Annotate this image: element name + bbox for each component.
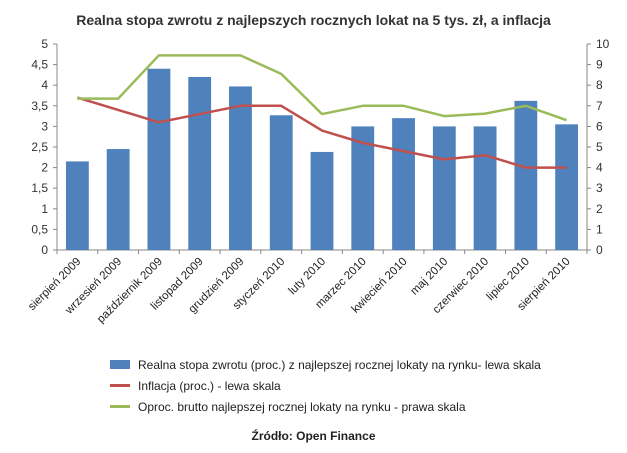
bar — [106, 149, 130, 250]
source-note: Źródło: Open Finance — [251, 429, 376, 443]
y-right-tick-label: 8 — [596, 78, 603, 92]
bar — [188, 76, 212, 251]
y-right-tick-label: 6 — [596, 119, 603, 133]
legend-swatch-deposit-rate — [110, 405, 130, 408]
y-right-tick-label: 9 — [596, 58, 603, 72]
legend-item-deposit-rate: Oproc. brutto najlepszej rocznej lokaty … — [110, 396, 610, 417]
bar — [392, 118, 415, 250]
y-left-tick-label: 2 — [41, 161, 48, 175]
legend-label-bar: Realna stopa zwrotu (proc.) z najlepszej… — [138, 357, 541, 372]
x-tick-label: maj 2010 — [408, 256, 450, 298]
bar — [310, 151, 334, 250]
chart-plot: 00,511,522,533,544,55012345678910sierpie… — [26, 37, 610, 326]
y-left-tick-label: 1,5 — [31, 181, 48, 195]
y-right-tick-label: 7 — [596, 99, 603, 113]
bar — [229, 86, 252, 250]
legend-swatch-bar — [110, 360, 130, 369]
legend-swatch-inflation — [110, 384, 130, 387]
y-left-tick-label: 3,5 — [31, 99, 48, 113]
bar — [147, 68, 171, 250]
series-line-inflation — [77, 96, 567, 169]
bar — [514, 100, 538, 250]
y-left-tick-label: 2,5 — [31, 140, 48, 154]
y-right-tick-label: 5 — [596, 140, 603, 154]
y-left-tick-label: 0 — [41, 243, 48, 257]
bar — [351, 126, 375, 250]
x-tick-label: luty 2010 — [287, 256, 328, 297]
bar — [432, 126, 456, 250]
legend-label-inflation: Inflacja (proc.) - lewa skala — [138, 378, 281, 393]
legend: Realna stopa zwrotu (proc.) z najlepszej… — [110, 354, 610, 417]
y-right-tick-label: 1 — [596, 222, 603, 236]
bar — [65, 161, 89, 250]
y-left-tick-label: 3 — [41, 119, 48, 133]
bar — [473, 126, 497, 250]
y-left-tick-label: 4,5 — [31, 58, 48, 72]
y-right-tick-label: 3 — [596, 181, 603, 195]
y-right-tick-label: 10 — [596, 37, 610, 51]
y-left-tick-label: 4 — [41, 78, 48, 92]
legend-label-deposit-rate: Oproc. brutto najlepszej rocznej lokaty … — [138, 399, 466, 414]
y-left-tick-label: 5 — [41, 37, 48, 51]
chart-title: Realna stopa zwrotu z najlepszych roczny… — [76, 12, 551, 28]
bar — [555, 124, 579, 250]
y-right-tick-label: 0 — [596, 243, 603, 257]
series-line-deposit-rate — [77, 54, 568, 122]
legend-item-bar: Realna stopa zwrotu (proc.) z najlepszej… — [110, 354, 610, 375]
y-left-tick-label: 1 — [41, 202, 48, 216]
y-right-tick-label: 4 — [596, 161, 603, 175]
bar — [269, 115, 293, 250]
legend-item-inflation: Inflacja (proc.) - lewa skala — [110, 375, 610, 396]
y-left-tick-label: 0,5 — [31, 222, 48, 236]
y-right-tick-label: 2 — [596, 202, 603, 216]
